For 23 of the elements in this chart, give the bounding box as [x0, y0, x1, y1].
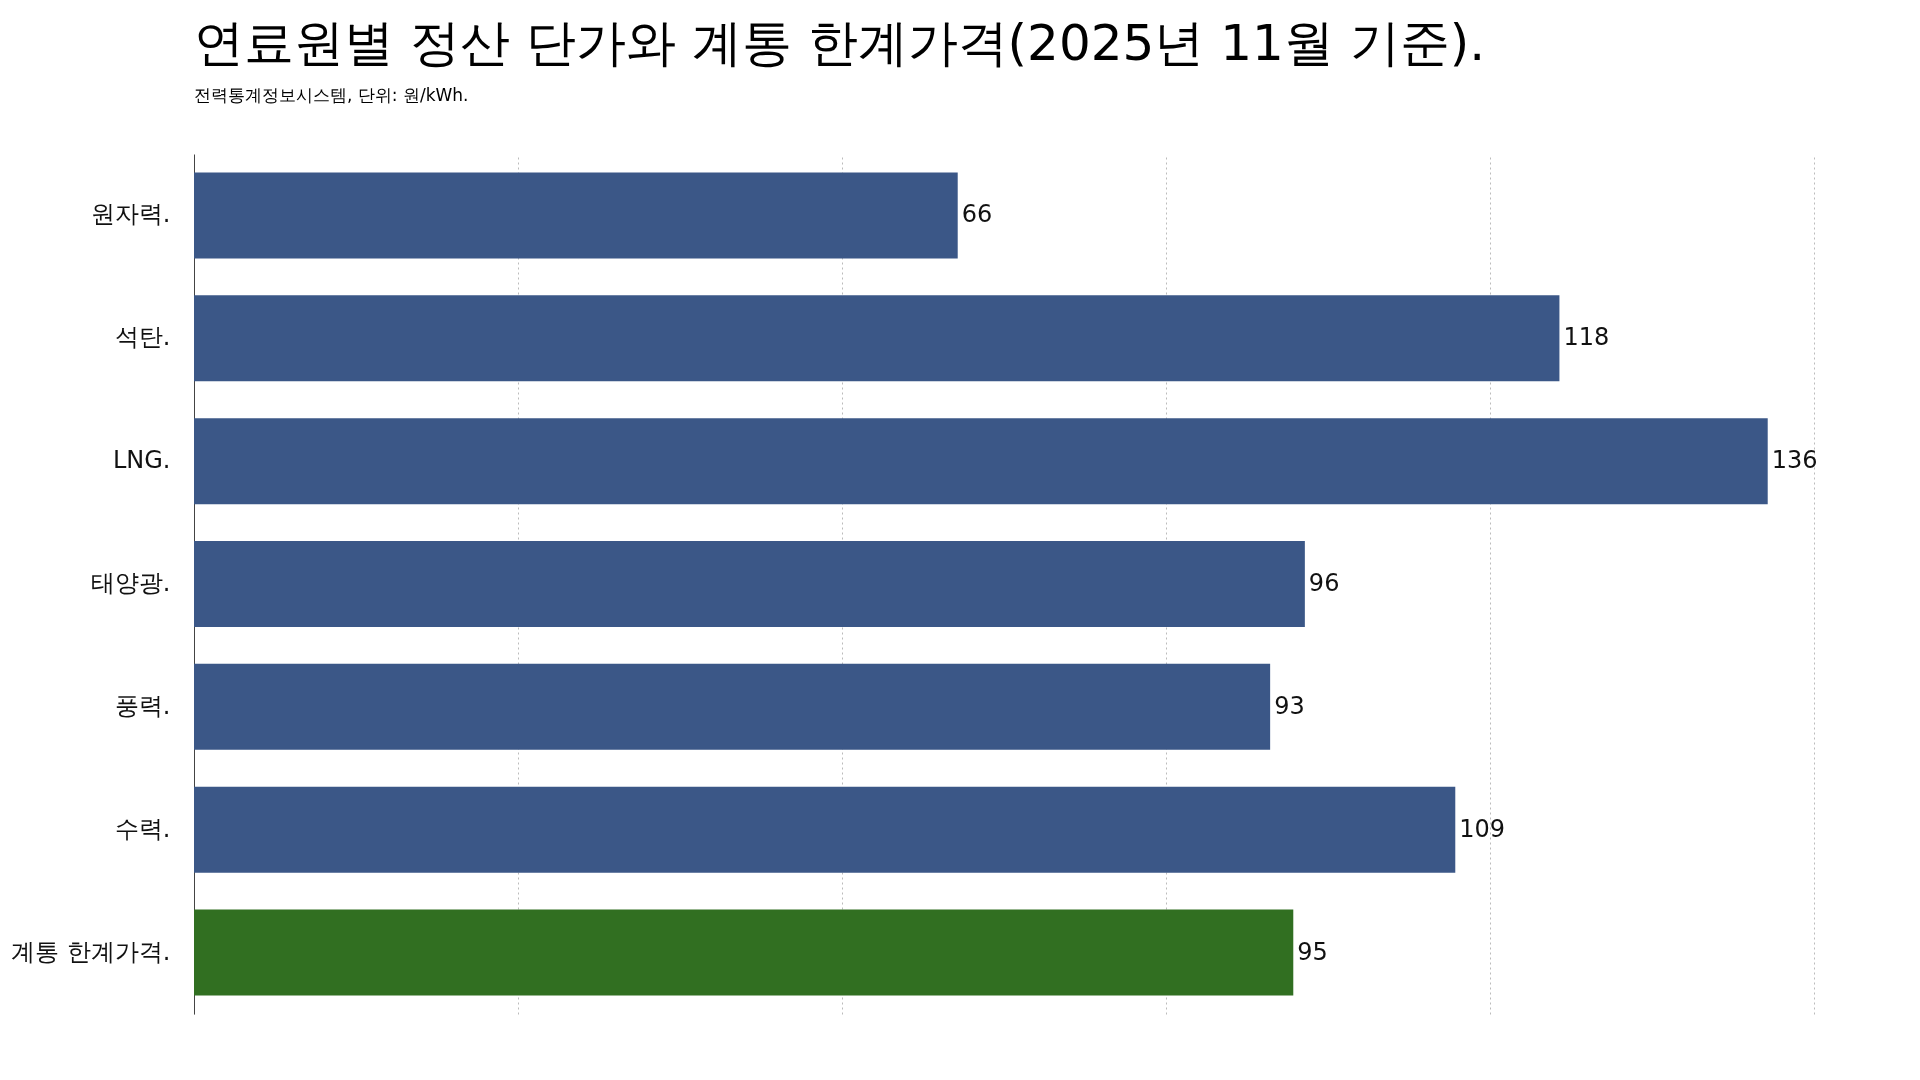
y-tick-label: 풍력.: [114, 691, 171, 720]
data-label: 66: [961, 200, 993, 229]
data-label: 136: [1771, 446, 1818, 475]
data-label: 96: [1308, 569, 1340, 597]
data-label: 109: [1459, 814, 1506, 843]
chart-title: 연료원별 정산 단가와 계통 한계가격(2025년 11월 기준).: [194, 14, 1486, 72]
data-label: 95: [1297, 937, 1328, 966]
data-label: 118: [1563, 323, 1610, 352]
y-tick-label: 태양광.: [90, 569, 171, 597]
bar: [194, 541, 1305, 627]
y-tick-label: 원자력.: [90, 200, 171, 229]
data-label: 93: [1274, 691, 1305, 720]
y-tick-label: 수력.: [114, 814, 171, 843]
chart-subtitle: 전력통계정보시스템, 단위: 원/kWh.: [194, 85, 469, 105]
bar: [194, 295, 1560, 382]
y-tick-label: 계통 한계가격.: [11, 937, 171, 966]
bar: [194, 172, 958, 259]
y-tick-label: 석탄.: [114, 323, 171, 352]
y-tick-label: LNG.: [112, 446, 171, 475]
bar: [194, 418, 1768, 505]
bar: [194, 663, 1271, 750]
bar: [194, 909, 1294, 996]
bar: [194, 786, 1456, 873]
